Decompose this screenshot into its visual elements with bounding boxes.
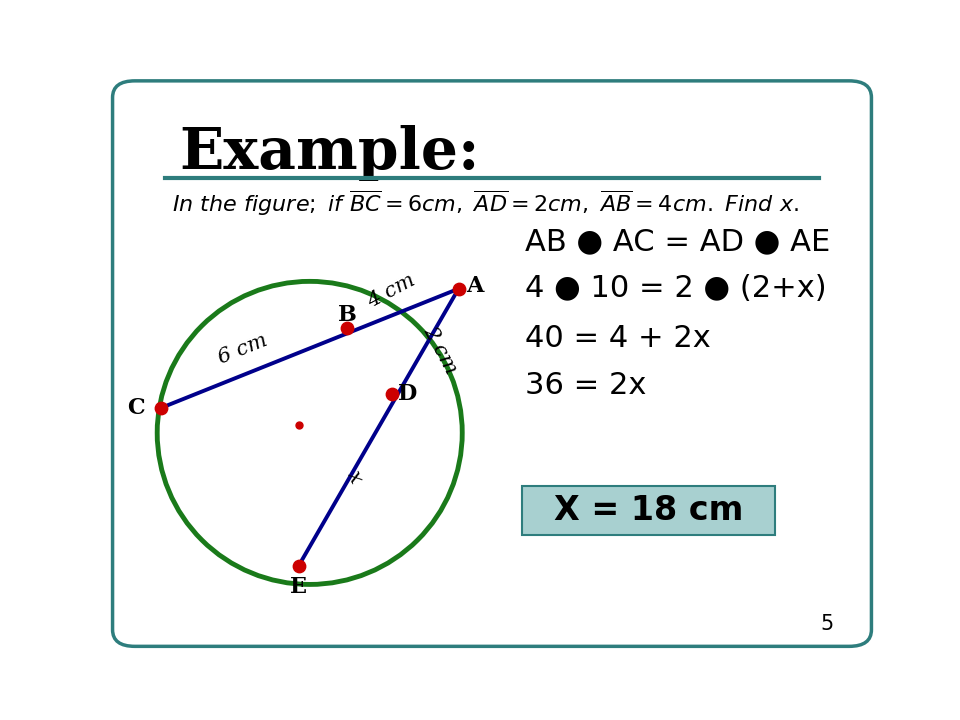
FancyBboxPatch shape: [112, 81, 872, 647]
Point: [451, 283, 467, 294]
Text: E: E: [290, 576, 307, 598]
Text: 2 cm: 2 cm: [420, 323, 461, 377]
Text: 4 ● 10 = 2 ● (2+x): 4 ● 10 = 2 ● (2+x): [525, 274, 828, 303]
Text: B: B: [338, 305, 356, 326]
Point: [339, 322, 354, 333]
Point: [384, 388, 399, 400]
Text: A: A: [467, 275, 484, 297]
Text: C: C: [128, 397, 145, 419]
Text: Example:: Example:: [180, 125, 480, 181]
Text: $\it{In\ the\ figure;\ if}$$\ \overline{BC}=6cm,$$\ \overline{AD}=2cm,$$\ \overl: $\it{In\ the\ figure;\ if}$$\ \overline{…: [172, 189, 799, 218]
FancyBboxPatch shape: [522, 485, 775, 536]
Text: X = 18 cm: X = 18 cm: [554, 494, 743, 527]
Text: D: D: [398, 383, 418, 405]
Text: 40 = 4 + 2x: 40 = 4 + 2x: [525, 324, 711, 353]
Text: 6 cm: 6 cm: [215, 331, 270, 368]
Point: [154, 402, 169, 414]
Point: [291, 560, 306, 572]
Text: 4 cm: 4 cm: [365, 271, 419, 312]
Text: 36 = 2x: 36 = 2x: [525, 372, 647, 400]
Text: x: x: [344, 468, 366, 487]
Text: 5: 5: [820, 614, 833, 634]
Text: AB ● AC = AD ● AE: AB ● AC = AD ● AE: [525, 227, 830, 256]
Point: [291, 419, 306, 431]
